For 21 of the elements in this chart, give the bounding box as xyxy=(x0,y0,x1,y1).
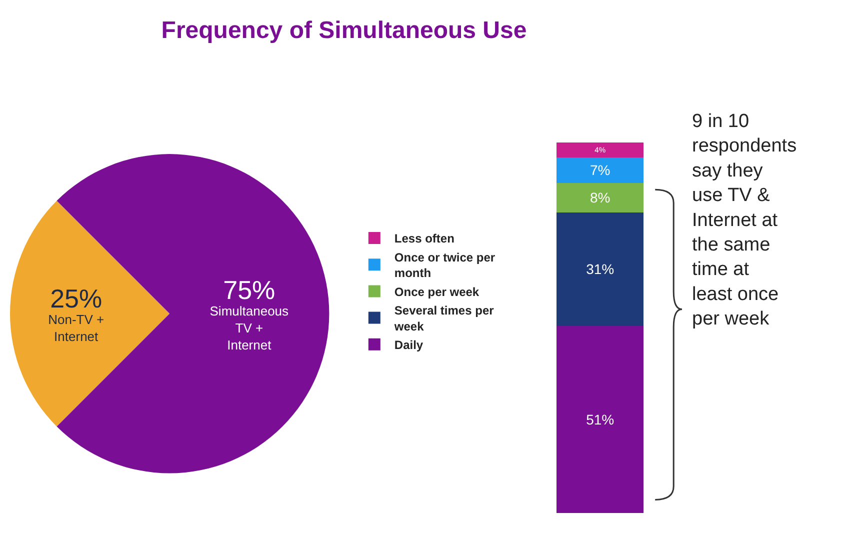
legend-label: Less often xyxy=(394,232,454,246)
slice-label: Non-TV + Internet xyxy=(48,312,104,344)
bar xyxy=(556,326,644,513)
data-label: 7% xyxy=(590,162,610,178)
legend-label: Several times per week xyxy=(393,304,494,334)
data-label: 31% xyxy=(586,261,614,278)
legend-label: Daily xyxy=(394,338,424,352)
slice-label: Simultaneous TV + Internet xyxy=(210,304,290,352)
bar xyxy=(556,182,644,212)
text: 9 in 10 respondents say they use TV & Internet at the same time at least once per week xyxy=(692,111,797,330)
data-label: 75% xyxy=(223,274,276,305)
legend-label: Once or twice per month xyxy=(394,250,496,280)
pie-slice xyxy=(10,200,170,427)
legend-label: Once per week xyxy=(394,284,480,299)
bar xyxy=(556,212,644,326)
data-label: 8% xyxy=(590,190,610,206)
data-label: 25% xyxy=(50,283,102,314)
bar xyxy=(556,142,644,158)
bar xyxy=(556,157,644,183)
data-label: 51% xyxy=(586,411,614,428)
chart-title: Frequency of Simultaneous Use xyxy=(161,17,527,44)
